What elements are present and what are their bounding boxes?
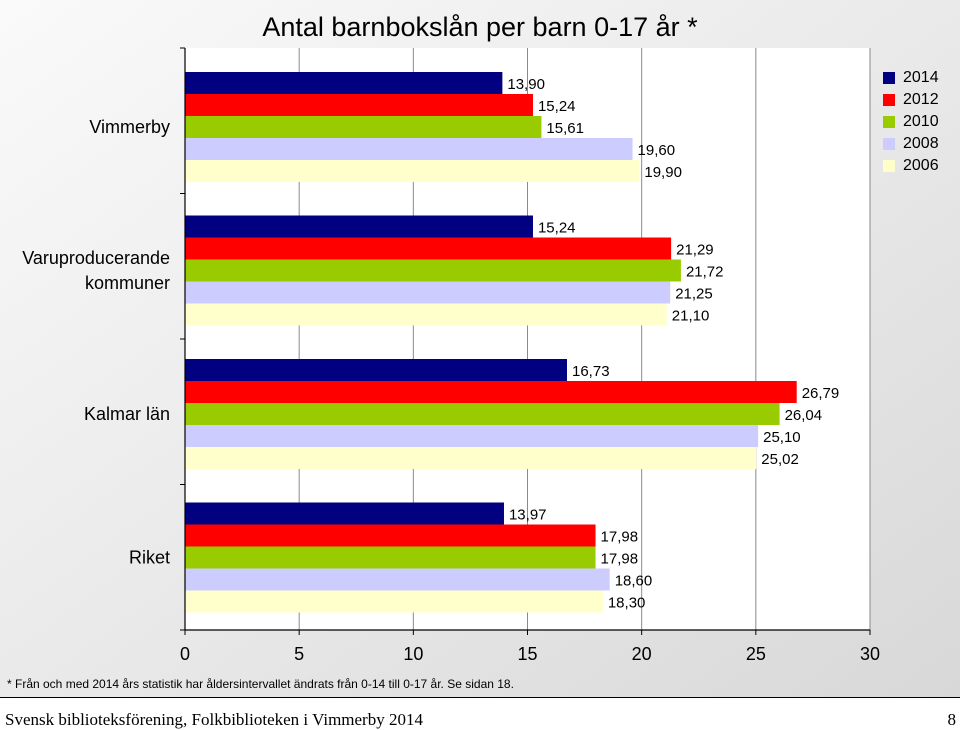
data-label: 19,60 [638,142,676,159]
bar [185,237,672,260]
page-number: 8 [947,710,957,729]
category-label: Riket [129,548,170,568]
legend-item: 2008 [883,133,939,155]
data-label: 15,24 [538,220,576,237]
data-label: 15,24 [538,98,576,115]
data-label: 18,30 [608,595,646,612]
category-label: Vimmerby [89,117,170,137]
bar [185,281,671,304]
data-label: 17,98 [601,551,639,568]
data-label: 21,25 [675,286,713,303]
bar [185,403,780,425]
bar [185,590,603,613]
bar [185,215,533,238]
legend-label: 2010 [903,113,939,130]
bar [185,546,596,569]
x-tick-label: 15 [517,644,537,664]
legend-label: 2008 [903,135,939,152]
data-label: 26,04 [785,407,823,424]
data-label: 13,90 [507,76,545,93]
data-label: 15,61 [546,120,584,137]
legend-label: 2012 [903,91,939,108]
chart-legend: 2014 2012 2010 2008 2006 [883,67,939,177]
legend-label: 2006 [903,157,939,174]
data-label: 13,97 [509,507,547,524]
legend-item: 2014 [883,67,939,89]
x-tick-label: 30 [860,644,880,664]
footer-text: Svensk biblioteksförening, Folkbibliotek… [5,710,423,729]
legend-swatch [883,94,895,106]
data-label: 16,73 [572,363,610,380]
legend-swatch [883,116,895,128]
category-label: kommuner [85,273,170,293]
legend-swatch [883,138,895,150]
x-tick-label: 0 [180,644,190,664]
data-label: 21,29 [676,242,714,259]
data-label: 17,98 [601,529,639,546]
bar [185,303,667,326]
data-label: 25,10 [763,429,801,446]
data-label: 18,60 [615,573,653,590]
bar [185,72,503,94]
data-label: 19,90 [644,164,682,181]
x-tick-label: 10 [403,644,423,664]
bar [185,447,757,469]
bar [185,116,542,138]
legend-item: 2006 [883,155,939,177]
x-tick-label: 25 [746,644,766,664]
category-label: Kalmar län [84,404,170,424]
bar [185,568,610,591]
chart-panel: 13,90 15,24 15,61 19,60 19,90 Vimmerby 15,24 21… [0,0,960,697]
bar [185,425,759,447]
bar-chart: 13,90 15,24 15,61 19,60 19,90 Vimmerby 15,24 21… [22,47,880,664]
chart-footnote: * Från och med 2014 års statistik har ål… [7,677,514,691]
legend-swatch [883,160,895,172]
legend-label: 2014 [903,69,939,86]
legend-item: 2012 [883,89,939,111]
chart-title: Antal barnbokslån per barn 0-17 år * [262,12,698,42]
bar [185,259,681,282]
bar [185,160,640,182]
legend-item: 2010 [883,111,939,133]
bar [185,381,797,403]
data-label: 25,02 [761,451,799,468]
x-tick-label: 5 [294,644,304,664]
bar [185,502,504,525]
category-label: Varuproducerande [22,248,170,268]
bar [185,524,596,547]
data-label: 21,10 [672,308,710,325]
x-tick-label: 20 [632,644,652,664]
legend-swatch [883,72,895,84]
page-footer: Svensk biblioteksförening, Folkbibliotek… [0,697,960,730]
data-label: 21,72 [686,264,724,281]
bar [185,359,568,381]
data-label: 26,79 [802,385,840,402]
bar [185,138,633,160]
bar [185,94,533,116]
